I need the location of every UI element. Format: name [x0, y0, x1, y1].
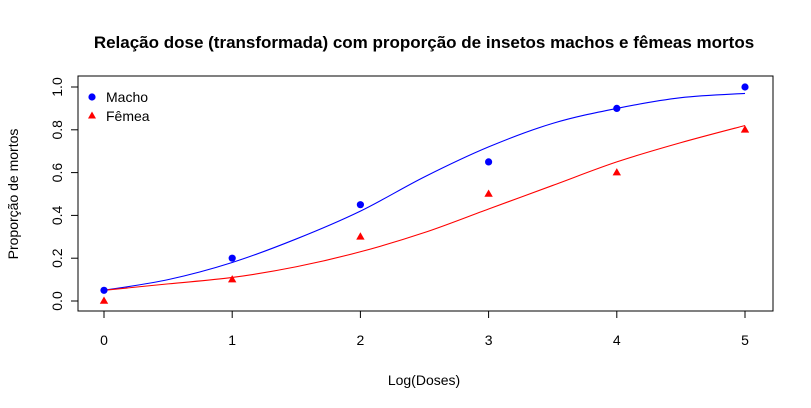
data-points [99, 83, 750, 304]
legend-marker-femea [88, 111, 96, 119]
fitted-curves [103, 92, 746, 291]
data-point-macho [356, 201, 364, 209]
y-axis-label: Proporção de mortos [5, 129, 21, 260]
x-axis: 0 1 2 3 4 5 [100, 310, 749, 348]
data-point-femea [612, 168, 621, 176]
legend-label-macho: Macho [106, 89, 148, 105]
plot-frame [77, 75, 774, 312]
y-tick-label: 0.4 [49, 205, 65, 225]
fitted-curve-macho [103, 92, 746, 291]
y-axis: 0.0 0.2 0.4 0.6 0.8 1.0 [49, 77, 79, 311]
y-tick-label: 0.6 [49, 163, 65, 183]
data-point-macho [613, 104, 621, 112]
x-tick-label: 3 [485, 332, 493, 348]
legend-marker-macho [88, 93, 96, 101]
x-tick-label: 4 [613, 332, 621, 348]
y-tick-label: 0.8 [49, 120, 65, 140]
data-point-macho [741, 83, 749, 91]
x-tick-label: 1 [228, 332, 236, 348]
legend-label-femea: Fêmea [106, 108, 150, 124]
data-point-macho [485, 158, 493, 166]
data-point-macho [100, 286, 108, 294]
x-tick-label: 5 [741, 332, 749, 348]
x-tick-label: 0 [100, 332, 108, 348]
legend: Macho Fêmea [88, 89, 150, 124]
y-tick-label: 0.0 [49, 291, 65, 311]
data-point-femea [740, 125, 750, 133]
data-point-femea [484, 189, 493, 197]
y-tick-label: 0.2 [49, 248, 65, 268]
data-point-femea [228, 275, 237, 283]
data-point-femea [356, 232, 365, 240]
x-axis-label: Log(Doses) [388, 372, 460, 388]
x-tick-label: 2 [357, 332, 365, 348]
y-tick-label: 1.0 [49, 77, 65, 97]
chart-title: Relação dose (transformada) com proporçã… [94, 33, 754, 52]
data-point-macho [228, 254, 236, 262]
fitted-curve-femea [103, 124, 746, 291]
data-point-femea [99, 296, 109, 304]
